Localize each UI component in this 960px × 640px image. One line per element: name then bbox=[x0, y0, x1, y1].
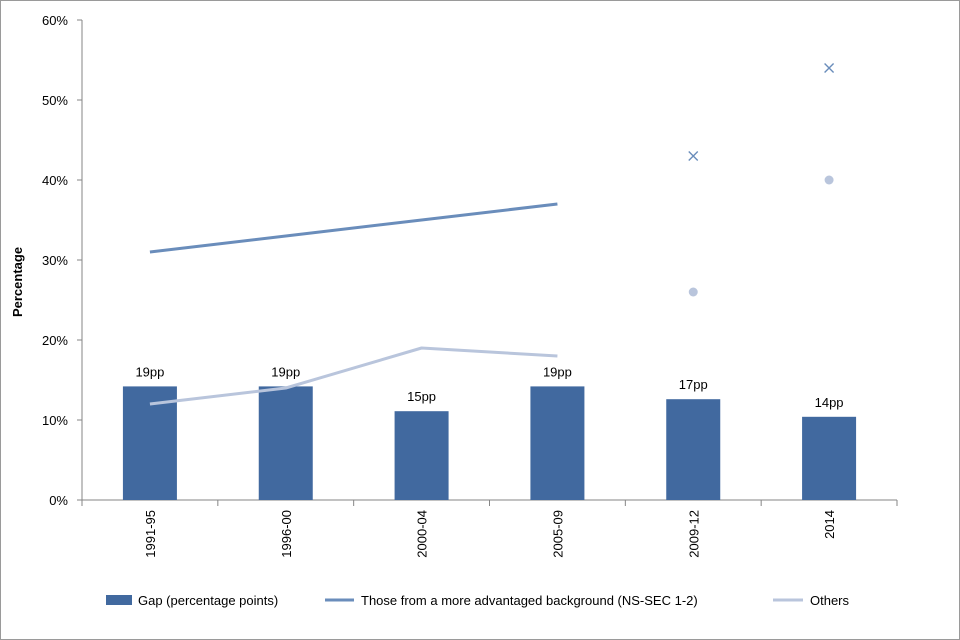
gap-bar bbox=[666, 399, 721, 500]
advantaged-line bbox=[149, 202, 558, 254]
y-tick-label: 0% bbox=[49, 493, 68, 508]
y-tick-label: 40% bbox=[42, 173, 68, 188]
y-tick-label: 60% bbox=[42, 13, 68, 28]
others-marker bbox=[824, 175, 834, 185]
x-axis-ticks: 1991-95 1996-00 2000-04 2005-09 2009-12 2014 bbox=[81, 500, 898, 558]
advantaged-marker bbox=[688, 151, 699, 161]
x-tick-label: 2000-04 bbox=[415, 510, 430, 558]
bar-data-label: 19pp bbox=[543, 364, 572, 379]
legend-gap-swatch bbox=[106, 595, 132, 605]
x-tick-label: 1991-95 bbox=[143, 510, 158, 558]
bar-data-label: 19pp bbox=[271, 364, 300, 379]
bar-data-labels: 19pp 19pp 15pp 19pp 17pp 14pp bbox=[135, 364, 843, 409]
legend-gap-label: Gap (percentage points) bbox=[138, 593, 278, 608]
others-marker bbox=[688, 287, 698, 297]
y-axis-ticks: 0% 10% 20% 30% 40% 50% 60% bbox=[42, 13, 82, 508]
bar-data-label: 17pp bbox=[679, 377, 708, 392]
y-tick-label: 50% bbox=[42, 93, 68, 108]
y-tick-label: 20% bbox=[42, 333, 68, 348]
x-tick-label: 2005-09 bbox=[550, 510, 565, 558]
legend-advantaged-label: Those from a more advantaged background … bbox=[361, 593, 698, 608]
gap-bar bbox=[394, 411, 449, 500]
y-tick-label: 10% bbox=[42, 413, 68, 428]
bar-data-label: 15pp bbox=[407, 389, 436, 404]
advantaged-marker bbox=[824, 63, 835, 73]
y-axis-label: Percentage bbox=[10, 247, 25, 317]
series-markers bbox=[688, 63, 835, 297]
gap-bar bbox=[122, 386, 177, 500]
others-line bbox=[149, 346, 558, 406]
gap-bar bbox=[530, 386, 585, 500]
x-tick-label: 1996-00 bbox=[279, 510, 294, 558]
legend: Gap (percentage points) Those from a mor… bbox=[106, 593, 850, 608]
x-tick-label: 2014 bbox=[822, 510, 837, 539]
x-tick-label: 2009-12 bbox=[686, 510, 701, 558]
legend-others-label: Others bbox=[810, 593, 850, 608]
bar-data-label: 19pp bbox=[135, 364, 164, 379]
gap-bar bbox=[258, 386, 313, 500]
series-lines bbox=[149, 202, 558, 406]
bar-data-label: 14pp bbox=[815, 395, 844, 410]
gap-bar bbox=[802, 416, 857, 500]
y-tick-label: 30% bbox=[42, 253, 68, 268]
gap-bars bbox=[122, 386, 857, 500]
